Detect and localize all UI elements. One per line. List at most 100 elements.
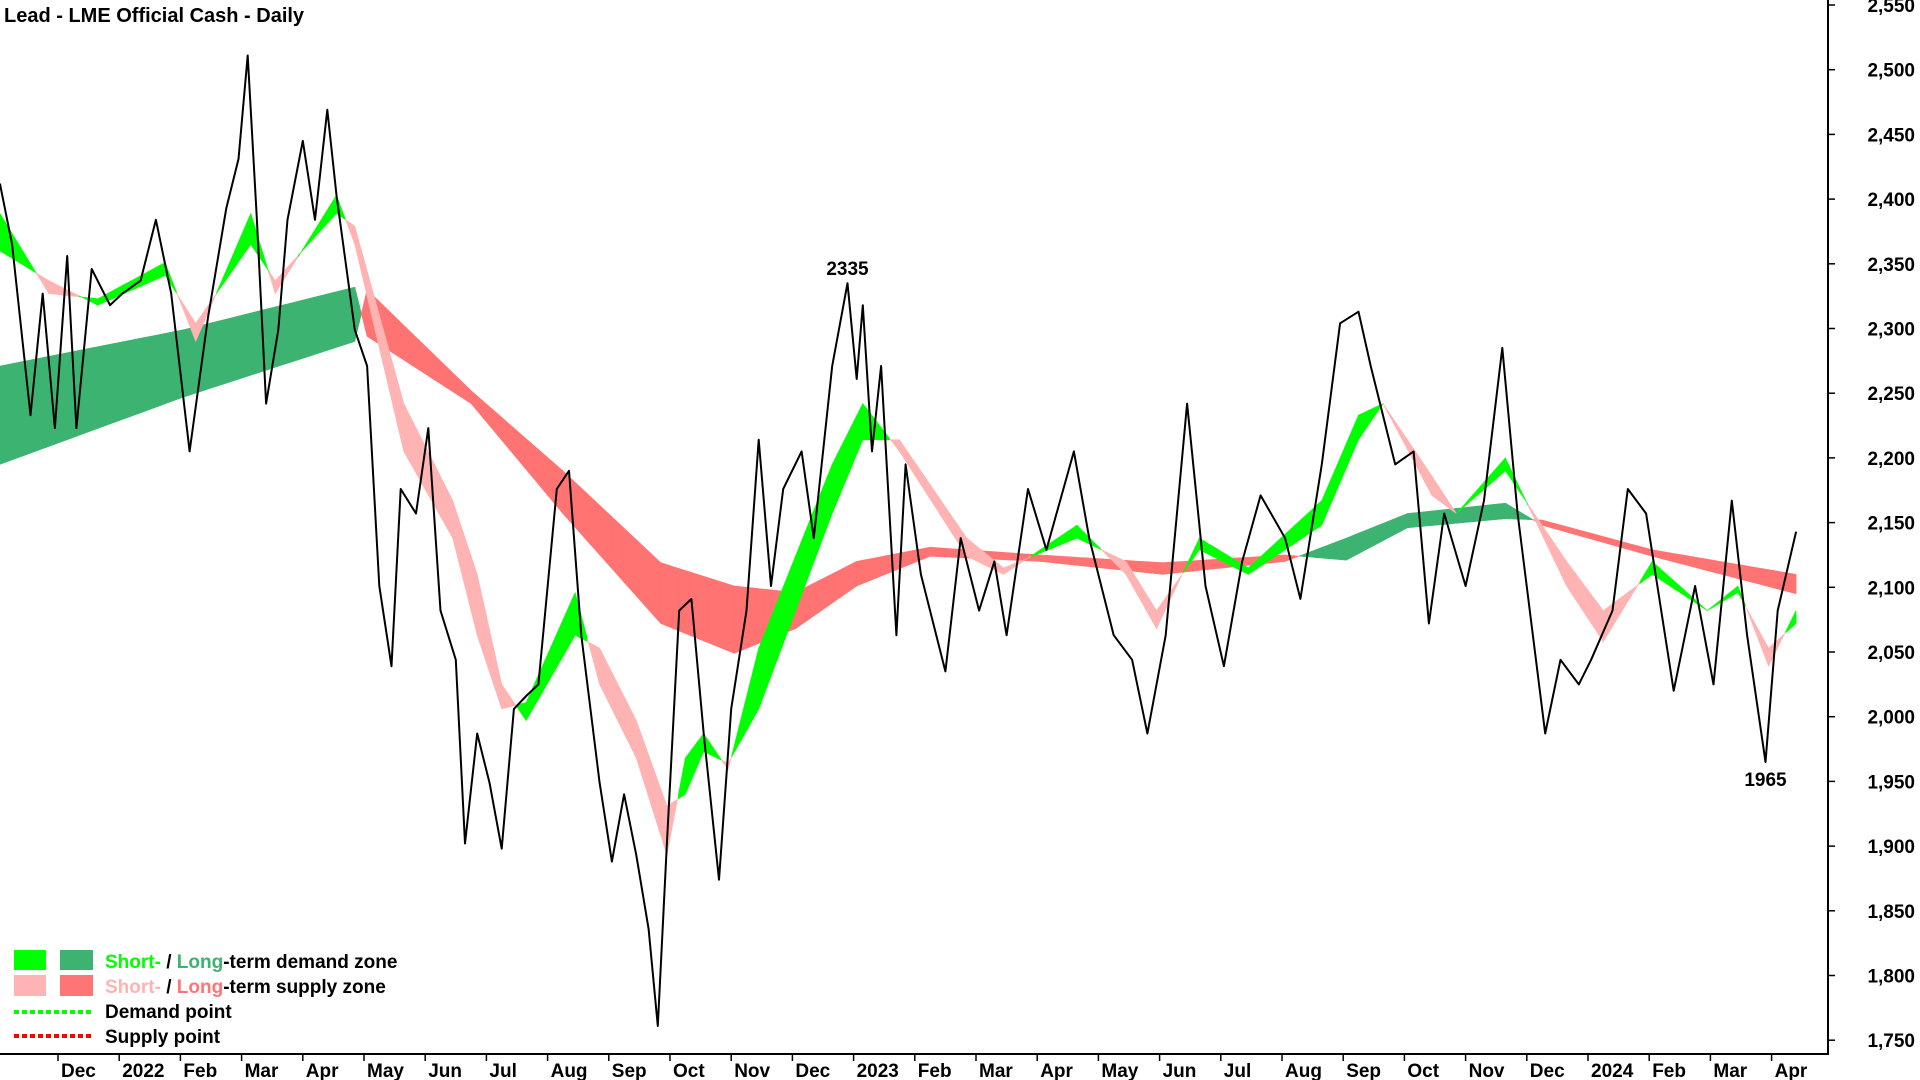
short-term-zone-demand-segment — [706, 737, 711, 756]
long-term-zone-supply-segment — [943, 547, 958, 558]
x-tick-label: 2022 — [122, 1061, 164, 1080]
short-term-zone-demand-segment — [297, 243, 307, 258]
short-term-zone-supply-segment — [345, 218, 349, 227]
short-term-zone-demand-segment — [680, 770, 684, 798]
long-term-zone-supply-segment — [574, 481, 588, 542]
short-term-zone-demand-segment — [1700, 603, 1708, 611]
short-term-zone-demand-segment — [1344, 436, 1350, 472]
short-term-zone-supply-segment — [1543, 526, 1552, 555]
short-term-zone-supply-segment — [1144, 591, 1150, 617]
short-term-zone-demand-segment — [1658, 566, 1667, 584]
long-term-zone-supply-segment — [998, 551, 1014, 561]
short-term-zone-demand-segment — [839, 441, 844, 496]
short-term-zone-supply-segment — [1119, 558, 1127, 576]
short-term-zone-supply-segment — [1148, 597, 1154, 624]
legend-short: Short- — [105, 977, 161, 998]
long-term-zone-supply-segment — [611, 516, 625, 584]
long-term-zone-demand-segment — [333, 286, 356, 349]
short-term-zone-supply-segment — [1446, 498, 1451, 510]
short-term-zone-demand-segment — [17, 242, 25, 267]
long-term-zone-supply-segment — [902, 550, 913, 568]
long-term-zone-demand-segment — [1315, 546, 1324, 559]
long-term-zone-supply-segment — [482, 399, 495, 432]
y-axis-ticks: 1,750 1,800 1,850 1,900 1,950 2,000 2,050 2,100… — [1828, 0, 1915, 1052]
y-tick-label: 1,750 — [1867, 1031, 1915, 1052]
short-term-zone-supply-segment — [899, 438, 909, 466]
legend: Short- / Long-term demand zone Short- / … — [14, 950, 397, 1048]
long-term-zone-supply-segment — [1555, 523, 1570, 534]
short-term-zone-supply-segment — [510, 696, 515, 707]
short-term-zone-demand-segment — [689, 747, 693, 784]
long-term-zone-demand-segment — [0, 361, 24, 465]
long-term-zone-demand-segment — [1407, 511, 1420, 529]
y-tick-label: 1,900 — [1867, 837, 1915, 858]
long-term-zone-supply-segment — [516, 430, 529, 474]
short-term-zone-demand-segment — [754, 648, 760, 717]
short-term-zone-supply-segment — [1437, 484, 1442, 503]
short-term-zone-supply-segment — [1764, 641, 1769, 667]
short-term-zone-supply-segment — [916, 463, 926, 492]
x-tick-label: Jul — [489, 1061, 516, 1080]
short-term-zone-supply-segment — [36, 272, 44, 285]
short-term-zone-demand-segment — [862, 402, 868, 441]
short-term-zone-supply-segment — [1140, 584, 1146, 610]
long-term-zone-supply-segment — [528, 440, 541, 487]
short-term-zone-supply-segment — [176, 291, 181, 303]
long-term-zone-demand-segment — [1376, 522, 1385, 545]
short-term-zone-supply-segment — [1752, 620, 1758, 637]
short-term-zone-demand-segment — [843, 433, 848, 486]
short-term-zone-demand-segment — [1639, 570, 1647, 585]
long-term-zone-demand-segment — [114, 338, 138, 423]
y-tick-label: 2,450 — [1867, 125, 1915, 146]
long-term-zone-supply-segment — [1131, 560, 1148, 574]
long-term-zone-supply-segment — [706, 576, 717, 647]
short-term-zone-demand-segment — [250, 213, 255, 250]
long-term-zone-supply-segment — [818, 576, 827, 614]
short-term-zone-demand-segment — [746, 678, 752, 731]
y-tick-label: 2,550 — [1867, 0, 1915, 17]
long-term-zone-supply-segment — [1741, 564, 1761, 585]
y-tick-label: 2,200 — [1867, 449, 1915, 470]
x-tick-label: Feb — [918, 1061, 952, 1080]
short-term-zone-demand-segment — [265, 263, 270, 274]
short-term-zone-demand-segment — [739, 708, 744, 745]
short-term-zone-supply-segment — [464, 537, 469, 599]
short-term-zone-demand-segment — [1714, 600, 1720, 607]
long-term-zone-supply-segment — [724, 582, 735, 654]
short-term-zone-demand-segment — [1364, 410, 1368, 432]
short-term-zone-demand-segment — [678, 782, 682, 800]
short-term-zone-supply-segment — [1172, 579, 1179, 595]
short-term-zone-demand-segment — [1498, 457, 1506, 477]
long-term-zone-supply-segment — [1192, 559, 1209, 572]
short-term-zone-supply-segment — [73, 292, 80, 298]
short-term-zone-supply-segment — [1749, 613, 1754, 627]
short-term-zone-demand-segment — [1376, 404, 1381, 414]
short-term-zone-supply-segment — [1394, 420, 1402, 439]
long-term-zone-supply-segment — [1162, 561, 1179, 575]
short-term-zone-demand-segment — [1672, 579, 1681, 594]
short-term-zone-demand-segment — [313, 218, 322, 240]
long-term-zone-demand-segment — [1368, 525, 1378, 549]
short-term-zone-demand-segment — [1326, 479, 1332, 515]
x-tick-label: Mar — [979, 1061, 1013, 1080]
long-term-zone-supply-segment — [1610, 538, 1626, 549]
long-term-zone-supply-segment — [833, 568, 842, 603]
long-term-zone-supply-segment — [865, 557, 876, 583]
short-term-zone-demand-segment — [1211, 545, 1219, 560]
short-term-zone-demand-segment — [691, 744, 695, 779]
short-term-zone-supply-segment — [596, 646, 600, 685]
long-term-zone-demand-segment — [1509, 505, 1515, 520]
short-term-zone-supply-segment — [434, 464, 441, 518]
short-term-zone-supply-segment — [461, 528, 466, 587]
short-term-zone-demand-segment — [1076, 524, 1084, 542]
long-term-zone-demand-segment — [1528, 516, 1534, 520]
long-term-zone-demand-segment — [204, 318, 227, 391]
short-term-zone-supply-segment — [1443, 493, 1448, 508]
short-term-zone-supply-segment — [636, 720, 641, 771]
short-term-zone-demand-segment — [1710, 603, 1716, 609]
short-term-zone-supply-segment — [907, 451, 917, 479]
short-term-zone-supply-segment — [489, 629, 493, 682]
x-tick-label: Oct — [1407, 1061, 1439, 1080]
long-term-zone-supply-segment — [1055, 555, 1072, 565]
long-term-zone-supply-segment — [418, 339, 433, 379]
